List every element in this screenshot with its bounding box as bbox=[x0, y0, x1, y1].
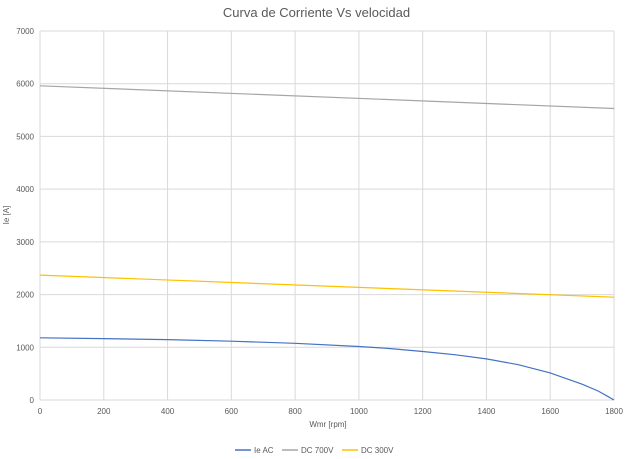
series-line-2 bbox=[39, 85, 615, 110]
y-tick-label: 5000 bbox=[16, 132, 34, 141]
legend-label: DC 300V bbox=[361, 446, 394, 455]
y-tick-label: 7000 bbox=[16, 27, 34, 36]
legend-item: DC 700V bbox=[282, 446, 334, 455]
legend: Ie AC DC 700V DC 300V bbox=[235, 446, 394, 455]
y-tick-labels: 0 1000 2000 3000 4000 5000 6000 7000 bbox=[16, 27, 34, 405]
series-line-3 bbox=[39, 274, 615, 298]
y-tick-label: 1000 bbox=[16, 343, 34, 352]
y-tick-label: 0 bbox=[30, 396, 35, 405]
y-tick-label: 4000 bbox=[16, 185, 34, 194]
series-lines bbox=[39, 85, 615, 401]
series-line-1 bbox=[39, 337, 615, 401]
x-tick-label: 400 bbox=[161, 407, 175, 416]
x-tick-label: 1000 bbox=[350, 407, 368, 416]
y-axis-label: Ie [A] bbox=[2, 206, 11, 225]
chart-title: Curva de Corriente Vs velocidad bbox=[223, 5, 410, 20]
x-tick-label: 1800 bbox=[605, 407, 623, 416]
legend-label: Ie AC bbox=[254, 446, 274, 455]
grid bbox=[39, 30, 615, 401]
legend-item: DC 300V bbox=[342, 446, 394, 455]
x-tick-labels: 0 200 400 600 800 1000 1200 1400 1600 1800 bbox=[38, 407, 624, 416]
legend-item: Ie AC bbox=[235, 446, 274, 455]
x-tick-label: 1600 bbox=[541, 407, 559, 416]
x-tick-label: 0 bbox=[38, 407, 43, 416]
x-tick-label: 600 bbox=[225, 407, 239, 416]
y-tick-label: 3000 bbox=[16, 238, 34, 247]
y-tick-label: 6000 bbox=[16, 80, 34, 89]
x-tick-label: 800 bbox=[288, 407, 302, 416]
x-tick-label: 1400 bbox=[478, 407, 496, 416]
x-tick-label: 1200 bbox=[414, 407, 432, 416]
x-tick-label: 200 bbox=[97, 407, 111, 416]
x-axis-label: Wmr [rpm] bbox=[309, 420, 346, 429]
legend-label: DC 700V bbox=[301, 446, 334, 455]
y-tick-label: 2000 bbox=[16, 291, 34, 300]
